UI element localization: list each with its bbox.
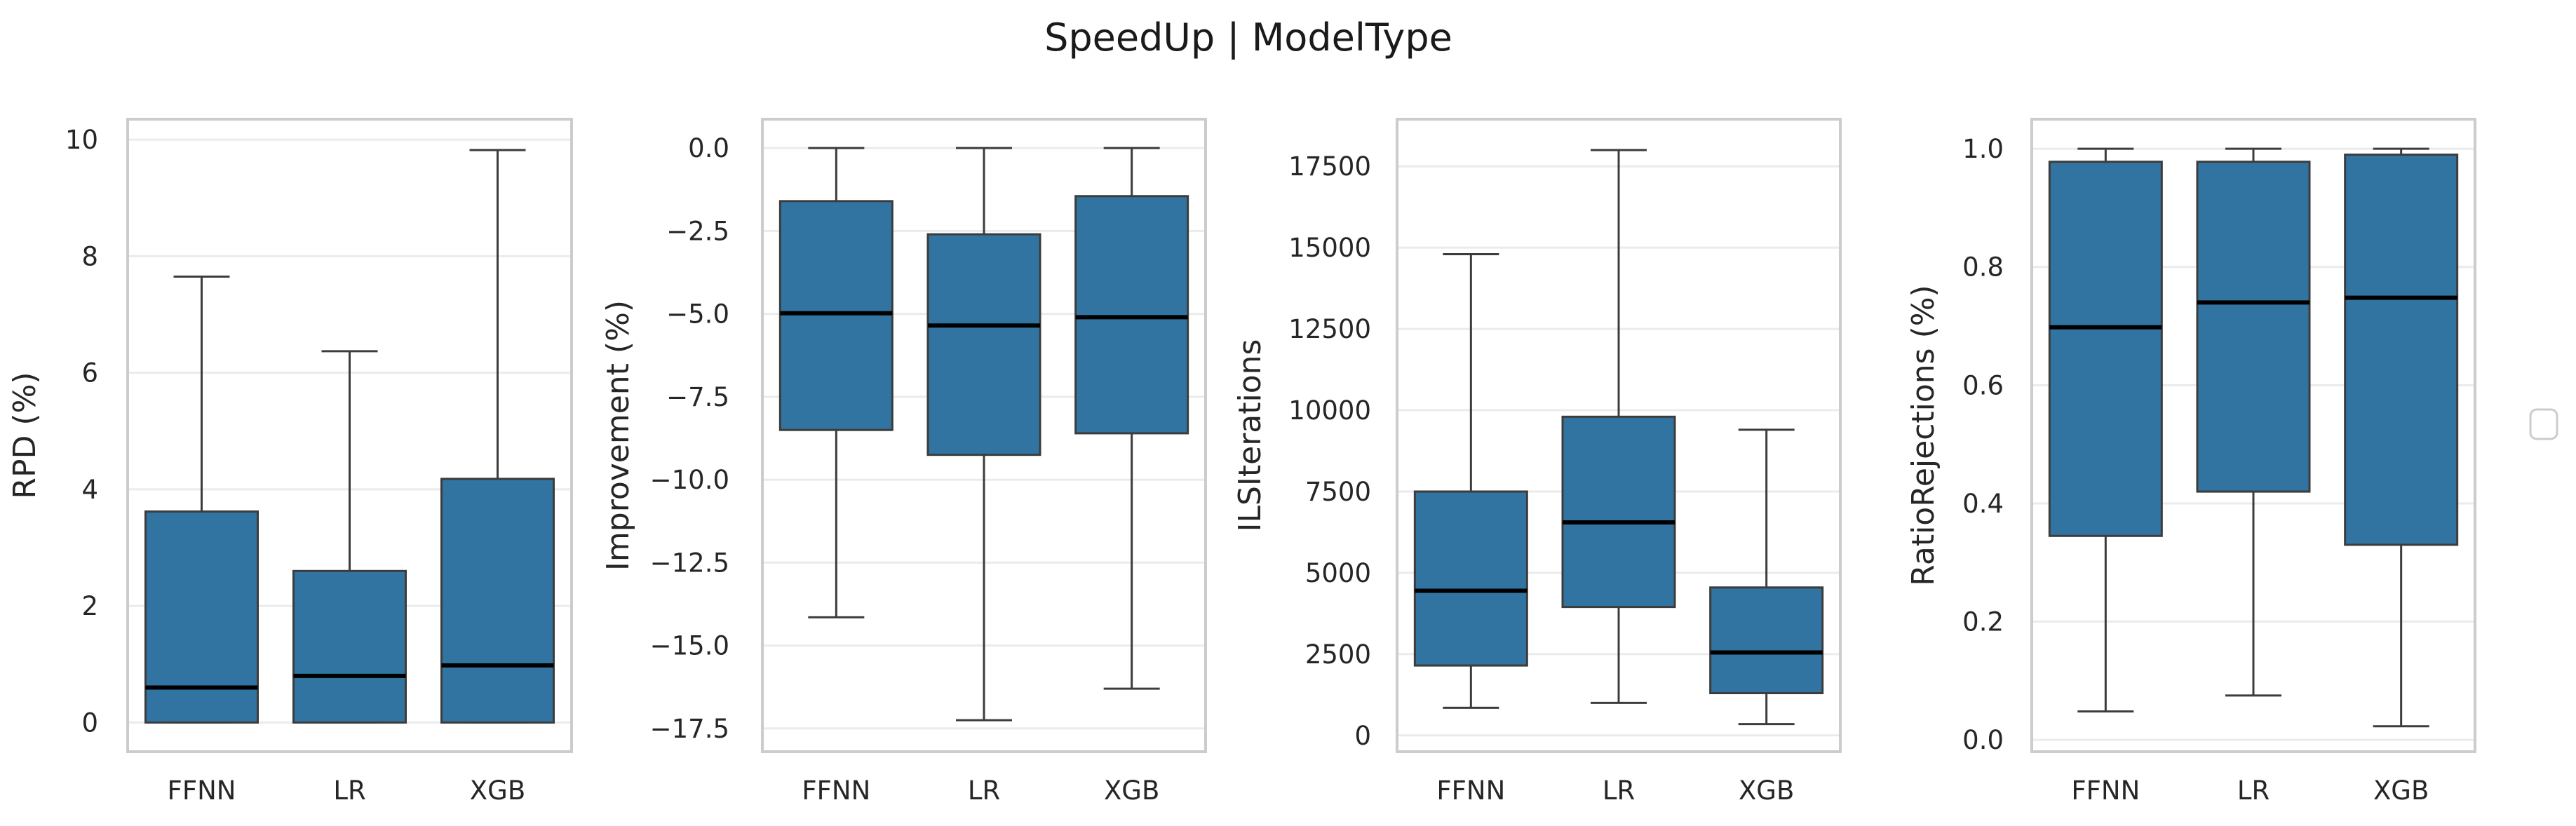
y-tick-label: 0.2	[1962, 607, 2004, 637]
y-tick-label: 2500	[1305, 639, 1371, 670]
y-tick-label: 15000	[1288, 233, 1371, 263]
y-tick-label: −12.5	[650, 548, 729, 578]
box-lr	[292, 350, 407, 724]
axes-frame	[126, 118, 573, 753]
y-tick-label: 5000	[1305, 558, 1371, 588]
y-tick-label: 0.4	[1962, 489, 2004, 519]
box-xgb	[440, 149, 555, 724]
empty-legend-box	[2529, 408, 2558, 440]
y-tick-label: 10000	[1288, 395, 1371, 426]
x-tick-label: XGB	[1104, 776, 1159, 806]
subplot-4: 0.0 0.2 0.4 0.6 0.8 1.0 FFNN LR XGB RatioRejectio…	[1906, 118, 2476, 806]
y-tick-label: 0.6	[1962, 370, 2004, 400]
box-iqr	[1561, 415, 1676, 609]
y-tick-label: −10.0	[650, 465, 729, 495]
box-iqr	[2344, 154, 2459, 546]
x-tick-label: LR	[2237, 776, 2270, 806]
box-xgb	[2344, 147, 2459, 728]
x-tick-label: XGB	[470, 776, 525, 806]
y-tick-label: 7500	[1305, 477, 1371, 507]
x-tick-label: XGB	[1739, 776, 1794, 806]
y-axis-label: ILSIterations	[1232, 339, 1268, 532]
empty-legend	[2529, 408, 2558, 440]
y-tick-label: 8	[81, 241, 98, 271]
x-tick-label: LR	[1603, 776, 1635, 806]
box-xgb	[1074, 147, 1189, 690]
y-tick-label: 6	[81, 358, 98, 388]
box-lr	[1561, 149, 1676, 704]
subplot-3: 0 2500 5000 7500 10000 12500 15000 17500 FFNN LR X…	[1232, 118, 1842, 806]
y-axis-label: Improvement (%)	[600, 300, 636, 571]
box-ffnn	[2048, 147, 2163, 713]
y-tick-label: 17500	[1288, 151, 1371, 182]
y-tick-label: −2.5	[666, 216, 729, 246]
subplot-2: 0.0 −2.5 −5.0 −7.5 −10.0 −12.5 −15.0 −17.5 FFNN L…	[600, 118, 1207, 806]
box-iqr	[144, 510, 259, 724]
x-tick-label: XGB	[2373, 776, 2429, 806]
figure-title: SpeedUp | ModelType	[1044, 15, 1452, 60]
subplot-1: 0 2 4 6 8 10 FFNN LR XGB RPD (%)	[7, 118, 573, 806]
y-tick-label: −5.0	[666, 299, 729, 330]
x-tick-label: LR	[968, 776, 1000, 806]
axes-frame	[1396, 118, 1842, 753]
box-iqr	[1074, 195, 1189, 435]
y-tick-label: −15.0	[650, 631, 729, 661]
box-ffnn	[778, 147, 893, 618]
box-iqr	[2196, 161, 2311, 493]
box-iqr	[1413, 490, 1528, 667]
x-tick-label: LR	[333, 776, 365, 806]
axes-frame	[761, 118, 1207, 753]
y-tick-label: 2	[81, 591, 98, 621]
y-tick-label: 0.0	[688, 133, 729, 163]
y-tick-label: 0.0	[1962, 725, 2004, 755]
box-iqr	[2048, 161, 2163, 537]
box-iqr	[440, 478, 555, 724]
y-tick-label: 0.8	[1962, 252, 2004, 283]
axes-frame	[2030, 118, 2476, 753]
y-axis-label: RPD (%)	[7, 372, 43, 499]
y-tick-label: 12500	[1288, 314, 1371, 344]
x-tick-label: FFNN	[2071, 776, 2140, 806]
x-tick-label: FFNN	[1436, 776, 1505, 806]
y-tick-label: 10	[65, 125, 98, 155]
y-tick-label: 0	[1354, 721, 1371, 751]
box-xgb	[1709, 428, 1824, 726]
y-axis-label: RatioRejections (%)	[1906, 285, 1941, 585]
box-iqr	[778, 200, 893, 431]
box-ffnn	[144, 275, 259, 724]
box-iqr	[1709, 586, 1824, 695]
x-tick-label: FFNN	[802, 776, 870, 806]
box-iqr	[926, 233, 1041, 456]
box-lr	[926, 147, 1041, 722]
box-iqr	[292, 569, 407, 724]
x-tick-label: FFNN	[168, 776, 236, 806]
box-lr	[2196, 147, 2311, 697]
y-tick-label: 1.0	[1962, 134, 2004, 164]
y-tick-label: 0	[81, 707, 98, 738]
y-tick-label: 4	[81, 475, 98, 505]
box-ffnn	[1413, 252, 1528, 709]
y-tick-label: −17.5	[650, 714, 729, 744]
y-tick-label: −7.5	[666, 382, 729, 412]
